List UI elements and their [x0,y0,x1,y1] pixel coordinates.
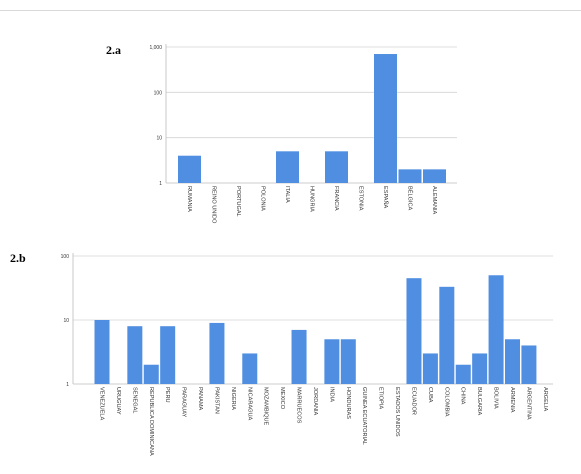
category-label: PERU [164,387,170,403]
bar [423,169,446,183]
bar [209,322,225,384]
y-tick-label: 10 [63,318,69,324]
category-label: JORDANIA [312,387,318,416]
y-tick-label: 1 [66,382,69,388]
bar [472,353,488,384]
bar [505,339,520,384]
category-label: ESPAÑA [382,186,389,209]
panel-label-2a: 2.a [106,43,121,57]
category-label: BÉLGICA [407,186,414,211]
category-label: ITALIA [284,186,290,203]
top-divider [0,10,581,11]
category-label: RUMANIA [186,186,192,212]
category-label: PAKISTAN [213,387,219,414]
bar [291,329,307,384]
category-label: POLONIA [260,186,266,211]
category-label: NIGERIA [230,387,236,410]
category-label: ESTONIA [358,186,364,211]
category-label: BOLIVIA [493,387,499,409]
category-label: PARAGUAY [181,387,187,418]
category-label: ECUADOR [410,387,416,415]
category-label: ARGELIA [542,387,548,412]
category-label: GUINEA ECUATORIAL [361,387,367,445]
category-label: HONDURAS [345,387,351,419]
y-tick-label: 100 [61,254,70,260]
category-label: FRANCIA [333,186,339,211]
bar [127,326,143,384]
bar [406,278,422,384]
bar [143,364,159,384]
category-label: ARMENIA [509,387,515,413]
category-label: BULGARIA [476,387,482,416]
bar [422,353,438,384]
bar [276,151,299,183]
bar [398,169,422,183]
y-tick-label: 1 [159,181,162,187]
bar [178,155,201,183]
category-label: CHINA [460,387,466,405]
category-label: CUBA [427,387,433,403]
category-label: ARGENTINA [525,387,531,420]
category-label: REPUBLICA DOMINICANA [148,387,154,456]
category-label: MOZAMBIQUE [263,387,269,425]
bar [324,339,340,384]
bar [242,353,258,384]
category-label: PANAMA [197,387,203,410]
bar [325,151,348,183]
category-label: URUGUAY [115,387,121,415]
category-label: REINO UNIDO [211,186,217,224]
bar [521,345,537,384]
y-tick-label: 10 [156,136,162,142]
y-tick-label: 100 [154,90,163,96]
category-label: COLOMBIA [443,387,449,417]
category-label: ETIOPIA [378,387,384,409]
category-label: ALEMANIA [431,186,437,215]
category-label: PORTUGAL [235,186,241,217]
bar [374,54,397,184]
category-label: NICARAGUA [246,387,252,421]
bar [340,339,356,384]
category-label: HUNGRIA [309,186,315,212]
bar [439,286,455,384]
bar [94,320,110,384]
category-label: SENEGAL [131,387,137,413]
category-label: INDIA [328,387,334,402]
category-label: ESTADOS UNIDOS [394,387,400,437]
bar [160,326,176,384]
panel-label-2b: 2.b [10,251,26,265]
category-label: MARRUECOS [296,387,302,424]
category-label: MEXICO [279,387,285,410]
bar [455,364,471,384]
category-label: VENEZUELA [99,387,105,421]
y-tick-label: 1,000 [149,45,162,51]
bar [488,275,504,384]
